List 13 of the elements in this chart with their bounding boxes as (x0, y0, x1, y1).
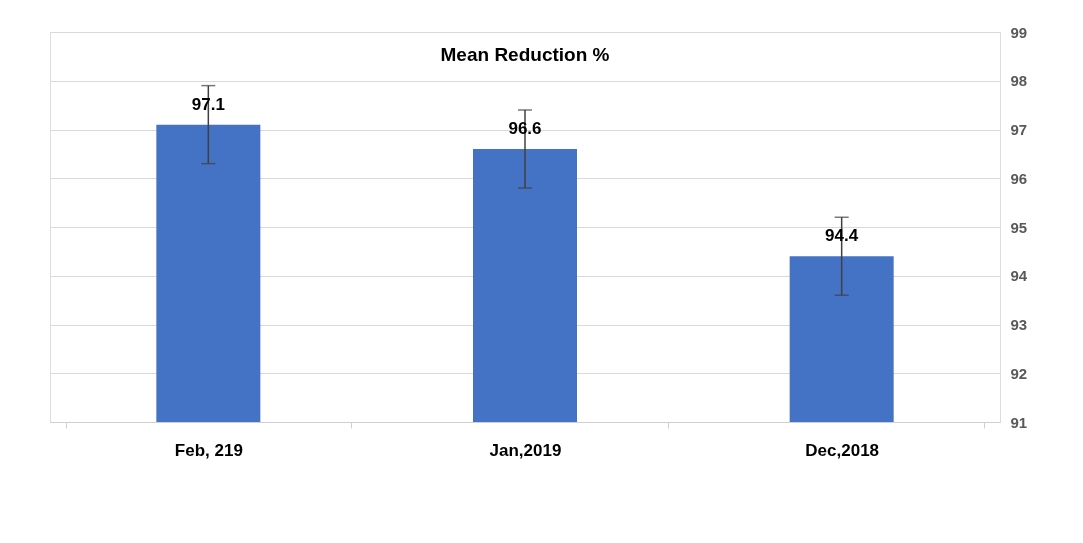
y-tick-label: 93 (1010, 316, 1028, 333)
y-tick-label: 97 (1010, 121, 1028, 138)
y-tick-label: 98 (1010, 72, 1028, 90)
y-tick-label: 99 (1010, 23, 1028, 41)
y-tick-label: 92 (1010, 364, 1028, 382)
x-tick-label: Feb, 219 (174, 440, 243, 460)
y-tick-label: 91 (1010, 413, 1028, 431)
x-tick-label: Jan,2019 (489, 440, 562, 460)
x-tick-label: Dec,2018 (805, 440, 880, 460)
y-tick-label: 95 (1010, 218, 1028, 236)
y-tick-label: 94 (1010, 267, 1028, 285)
text: Mean Reduction % (440, 44, 610, 65)
y-tick-label: 96 (1010, 169, 1028, 187)
